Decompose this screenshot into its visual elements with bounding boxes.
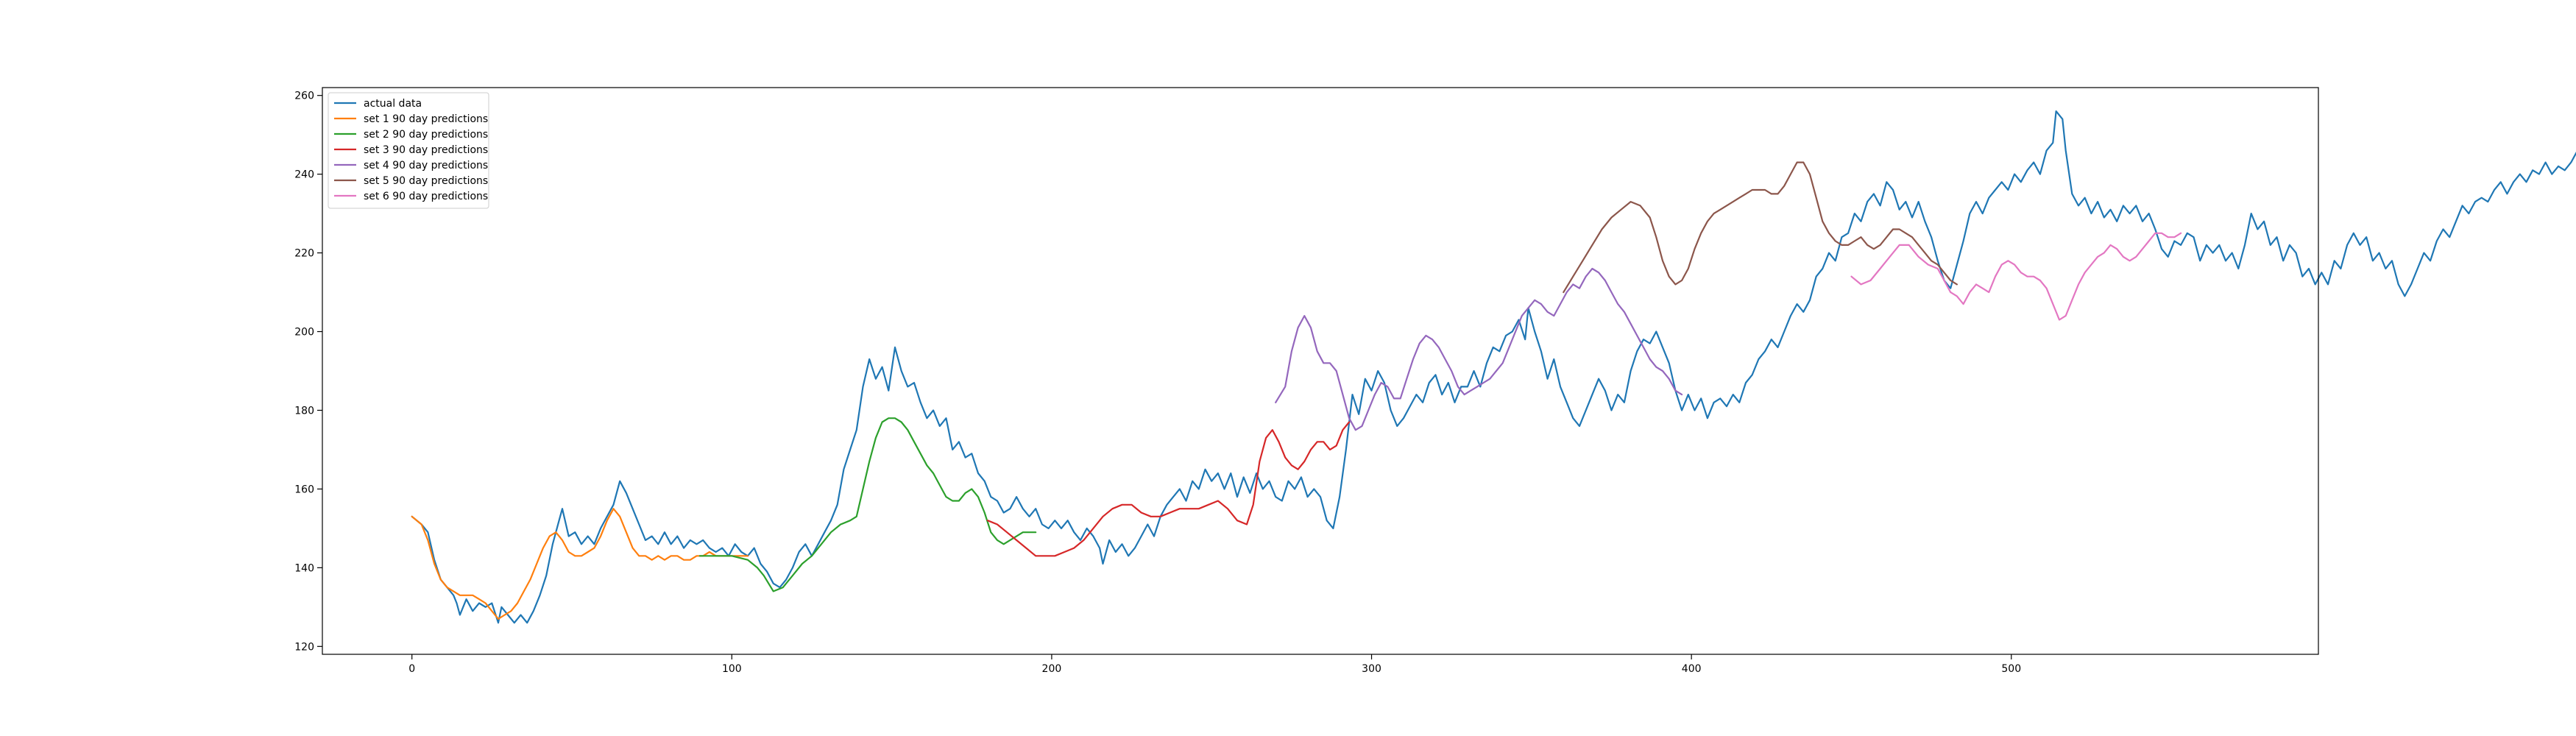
x-tick-label: 100 <box>722 663 742 675</box>
series-line-actual-data <box>411 110 2576 624</box>
series-line-set-3-predictions <box>986 421 1351 557</box>
plot-frame <box>322 87 2319 655</box>
axes-layer: 0 100 200 300 400 500 120 140 160 180 200 220 240 260 <box>294 87 2319 675</box>
legend-label: set 4 90 day predictions <box>364 160 488 171</box>
legend-label: set 1 90 day predictions <box>364 113 488 125</box>
series-line-set-5-predictions <box>1563 161 1958 294</box>
series-line-set-4-predictions <box>1275 267 1683 431</box>
x-tick-label: 400 <box>1682 663 1702 675</box>
legend-box <box>328 92 489 209</box>
legend-label: set 2 90 day predictions <box>364 129 488 141</box>
legend: actual data set 1 90 day predictions set 2… <box>328 92 489 209</box>
y-tick-label: 160 <box>294 484 314 495</box>
x-tick-label: 300 <box>1362 663 1381 675</box>
series-line-set-2-predictions <box>698 417 1037 592</box>
legend-label: actual data <box>364 98 422 110</box>
y-tick-label: 200 <box>294 327 314 339</box>
x-tick-label: 200 <box>1042 663 1062 675</box>
legend-label: set 5 90 day predictions <box>364 175 488 187</box>
series-line-set-1-predictions <box>411 508 749 620</box>
x-tick-label: 500 <box>2001 663 2021 675</box>
y-tick-label: 240 <box>294 169 314 181</box>
legend-label: set 6 90 day predictions <box>364 191 488 202</box>
y-tick-label: 220 <box>294 248 314 260</box>
y-tick-label: 140 <box>294 562 314 574</box>
y-tick-label: 180 <box>294 405 314 417</box>
series-line-set-6-predictions <box>1850 232 2182 321</box>
legend-label: set 3 90 day predictions <box>364 144 488 156</box>
x-tick-label: 0 <box>408 663 415 675</box>
y-tick-label: 260 <box>294 91 314 102</box>
y-tick-label: 120 <box>294 641 314 653</box>
series-layer <box>411 110 2576 624</box>
